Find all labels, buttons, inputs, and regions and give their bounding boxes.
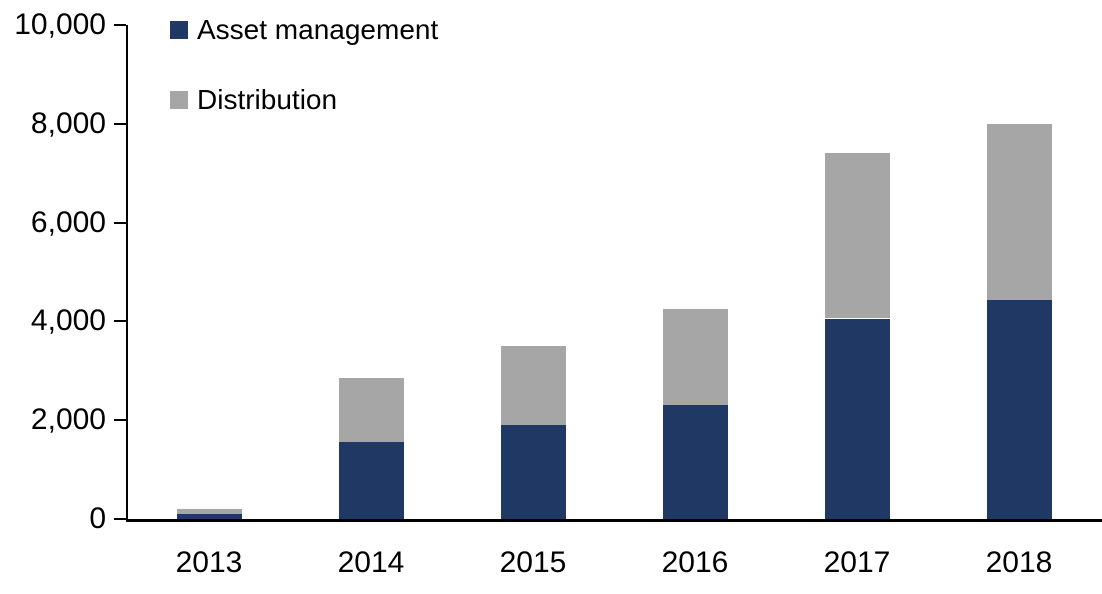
x-tick-label: 2014 [337,546,405,579]
bar-segment-distribution-2014 [339,378,404,442]
y-tick-mark [114,320,126,322]
x-tick-label: 2013 [175,546,243,579]
legend-swatch-icon [170,21,188,39]
legend-item-distribution: Distribution [170,84,438,115]
bar-segment-distribution-2017 [825,153,890,318]
bar-segment-asset-management-2017 [825,319,890,519]
bar-segment-asset-management-2015 [501,425,566,519]
y-tick-label: 4,000 [30,304,106,338]
y-tick-mark [114,518,126,520]
x-axis-line [126,519,1102,522]
y-tick-mark [114,123,126,125]
chart-legend: Asset management Distribution [170,14,439,161]
y-tick-mark [114,222,126,224]
y-axis-line [126,25,128,522]
y-tick-mark [114,419,126,421]
x-tick-label: 2017 [823,546,891,579]
x-tick-label: 2018 [985,546,1053,579]
x-tick-label: 2016 [661,546,729,579]
y-tick-label: 10,000 [14,8,106,41]
y-tick-mark [114,24,126,26]
bar-segment-distribution-2015 [501,346,566,425]
bar-segment-distribution-2016 [663,309,728,405]
y-tick-label: 8,000 [30,106,106,140]
bar-segment-asset-management-2018 [987,300,1052,519]
legend-label: Distribution [197,84,338,115]
legend-item-asset-management: Asset management [170,14,439,45]
legend-swatch-icon [170,91,188,109]
bar-segment-distribution-2018 [987,124,1052,300]
bar-segment-distribution-2013 [177,509,242,514]
x-tick-label: 2015 [499,546,567,579]
bar-segment-asset-management-2016 [663,404,728,519]
legend-label: Asset management [197,14,439,45]
y-tick-label: 6,000 [30,205,106,239]
bar-segment-asset-management-2014 [339,442,404,519]
bar-segment-asset-management-2013 [177,514,242,519]
y-tick-label: 2,000 [30,403,106,437]
y-tick-label: 0 [89,502,106,535]
